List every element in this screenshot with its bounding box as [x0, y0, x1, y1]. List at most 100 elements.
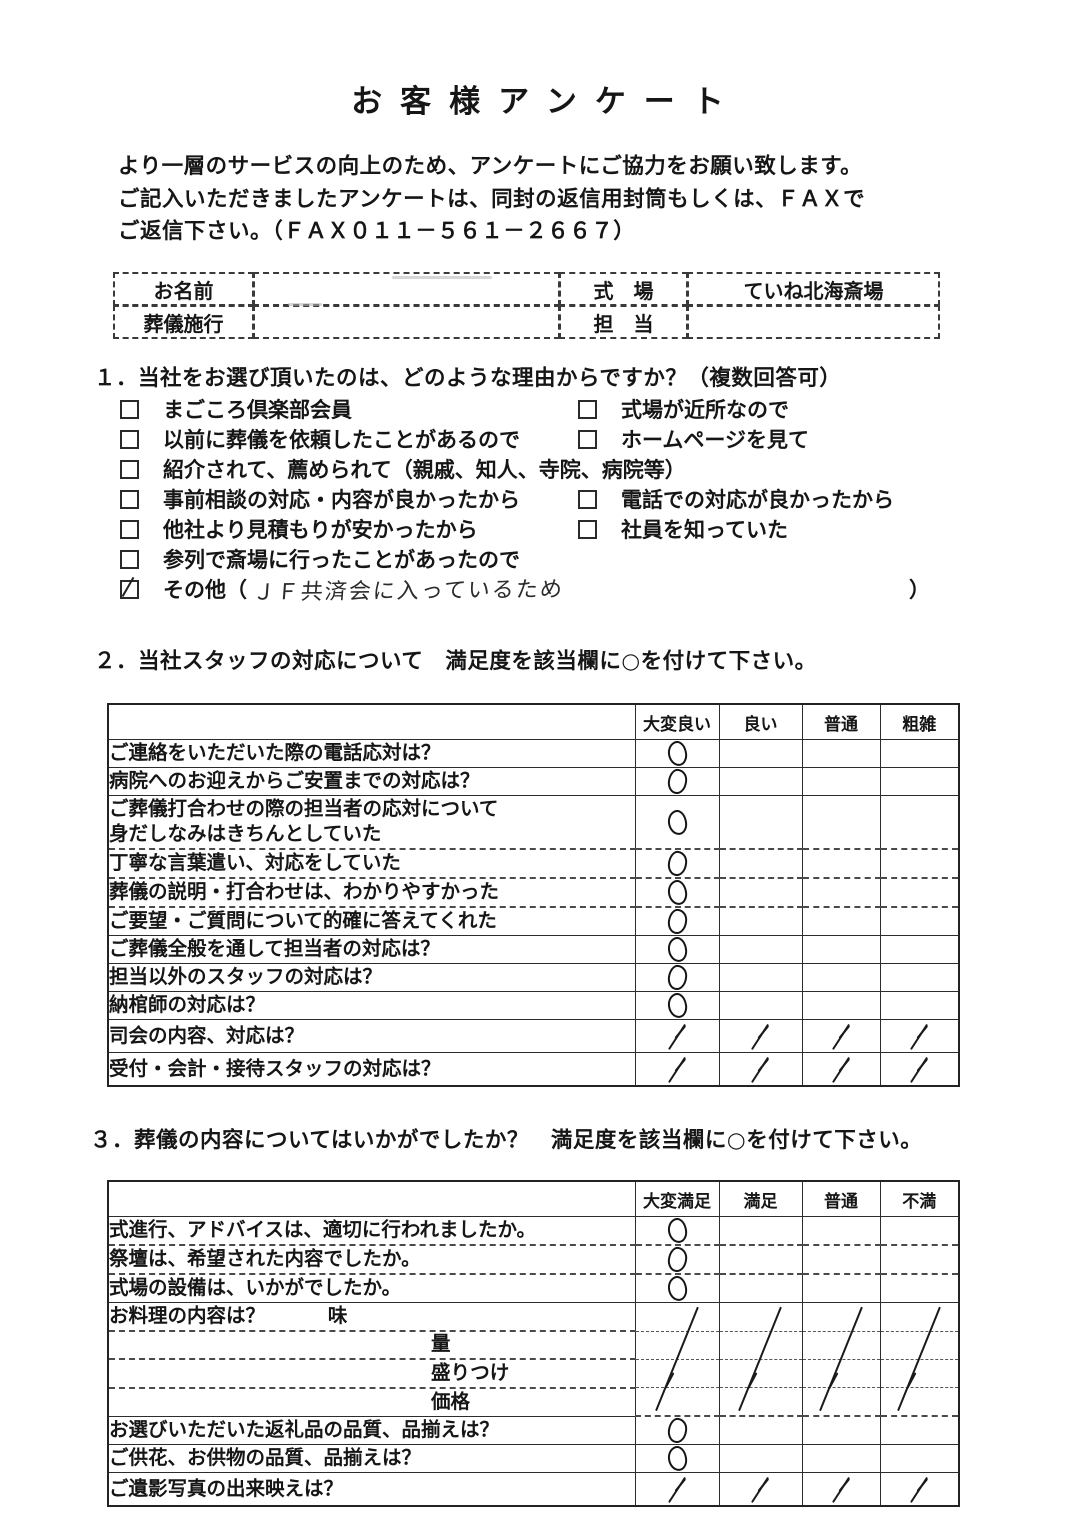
- checkbox-icon[interactable]: [120, 489, 139, 509]
- checkbox-checked-icon[interactable]: [120, 576, 139, 599]
- rating-cell[interactable]: [634, 848, 720, 880]
- rating-cell[interactable]: [634, 1052, 720, 1087]
- rating-cell[interactable]: [718, 848, 803, 880]
- q1-option-knew-employee[interactable]: 社員を知っていた: [578, 514, 788, 544]
- rating-cell[interactable]: [879, 767, 960, 797]
- rating-cell[interactable]: [879, 877, 960, 909]
- rating-cell[interactable]: [634, 1415, 720, 1446]
- rating-cell[interactable]: [718, 795, 803, 851]
- rating-cell[interactable]: [801, 1472, 881, 1507]
- rating-cell[interactable]: [634, 795, 720, 851]
- checkbox-icon[interactable]: [120, 459, 139, 479]
- rating-cell[interactable]: [801, 1273, 881, 1304]
- rating-cell[interactable]: [801, 1052, 881, 1087]
- rating-cell[interactable]: [801, 991, 881, 1021]
- rating-cell[interactable]: [634, 991, 720, 1021]
- rating-cell[interactable]: [801, 1244, 881, 1276]
- rating-cell[interactable]: [634, 739, 720, 769]
- rating-cell[interactable]: [634, 877, 720, 909]
- q1-option-referral[interactable]: 紹介されて、薦められて（親戚、知人、寺院、病院等）: [120, 454, 686, 484]
- rating-cell[interactable]: [879, 1052, 960, 1087]
- rating-cell[interactable]: [718, 1472, 803, 1507]
- q1-option-homepage[interactable]: ホームページを見て: [578, 424, 809, 454]
- rating-cell[interactable]: [879, 1415, 960, 1446]
- checkbox-icon[interactable]: [120, 519, 139, 539]
- rating-cell[interactable]: [718, 963, 803, 993]
- rating-cell[interactable]: [634, 1302, 720, 1418]
- table-row: お選びいただいた返礼品の品質、品揃えは？: [107, 1415, 960, 1446]
- q1-option-nearby-venue[interactable]: 式場が近所なので: [578, 394, 789, 424]
- rating-cell[interactable]: [718, 1415, 803, 1446]
- q1-option-magokoro[interactable]: まごころ倶楽部会員: [120, 394, 578, 424]
- rating-cell[interactable]: [634, 767, 720, 797]
- checkbox-icon[interactable]: [120, 429, 139, 449]
- rating-cell[interactable]: [879, 963, 960, 993]
- rating-cell[interactable]: [879, 795, 960, 851]
- rating-cell[interactable]: [879, 906, 960, 937]
- question-label: 丁寧な言葉遣い、対応をしていた: [107, 848, 636, 880]
- q1-option-cheaper-estimate[interactable]: 他社より見積もりが安かったから: [120, 514, 578, 544]
- rating-cell[interactable]: [801, 906, 881, 937]
- staff-field[interactable]: [687, 305, 940, 340]
- rating-cell[interactable]: [718, 877, 803, 909]
- checkbox-icon[interactable]: [120, 549, 139, 569]
- q1-option-attended-before[interactable]: 参列で斎場に行ったことがあったので: [120, 544, 520, 574]
- rating-cell[interactable]: [718, 1019, 803, 1054]
- rating-cell[interactable]: [879, 1472, 960, 1507]
- table-row-food: お料理の内容は？ 味: [107, 1302, 960, 1418]
- rating-cell[interactable]: [634, 906, 720, 937]
- rating-cell[interactable]: [879, 1244, 960, 1276]
- rating-cell[interactable]: [718, 767, 803, 797]
- rating-cell[interactable]: [801, 767, 881, 797]
- q1-option-other[interactable]: その他（ ＪＦ共済会に入っているため: [120, 573, 565, 606]
- checkbox-icon[interactable]: [120, 399, 139, 419]
- rating-cell[interactable]: [718, 1052, 803, 1087]
- rating-cell[interactable]: [801, 795, 881, 851]
- rating-cell[interactable]: [634, 935, 720, 965]
- rating-cell[interactable]: [879, 1444, 960, 1474]
- rating-cell[interactable]: [634, 1472, 720, 1507]
- rating-cell[interactable]: [718, 739, 803, 769]
- rating-cell[interactable]: [879, 935, 960, 965]
- rating-cell[interactable]: [801, 1415, 881, 1446]
- rating-cell[interactable]: [879, 739, 960, 769]
- checkbox-icon[interactable]: [578, 399, 597, 419]
- rating-cell[interactable]: [718, 1302, 803, 1418]
- rating-cell[interactable]: [879, 1019, 960, 1054]
- q1-option-consultation[interactable]: 事前相談の対応・内容が良かったから: [120, 484, 578, 514]
- rating-cell[interactable]: [718, 991, 803, 1021]
- rating-cell[interactable]: [879, 1273, 960, 1304]
- checkbox-icon[interactable]: [578, 519, 597, 539]
- rating-cell[interactable]: [801, 963, 881, 993]
- rating-cell[interactable]: [634, 963, 720, 993]
- rating-cell[interactable]: [718, 1216, 803, 1246]
- rating-cell[interactable]: [801, 848, 881, 880]
- rating-cell[interactable]: [718, 906, 803, 937]
- rating-cell[interactable]: [634, 1444, 720, 1474]
- rating-cell[interactable]: [801, 739, 881, 769]
- checkbox-icon[interactable]: [578, 489, 597, 509]
- rating-cell[interactable]: [879, 991, 960, 1021]
- rating-cell[interactable]: [634, 1244, 720, 1276]
- rating-cell[interactable]: [718, 1444, 803, 1474]
- rating-mark: [666, 849, 688, 878]
- rating-cell[interactable]: [801, 1019, 881, 1054]
- rating-cell[interactable]: [718, 1244, 803, 1276]
- rating-cell[interactable]: [801, 877, 881, 909]
- rating-cell[interactable]: [879, 1302, 960, 1418]
- rating-cell[interactable]: [718, 1273, 803, 1304]
- rating-cell[interactable]: [801, 1302, 881, 1418]
- rating-cell[interactable]: [634, 1216, 720, 1246]
- rating-cell[interactable]: [801, 1216, 881, 1246]
- rating-cell[interactable]: [801, 935, 881, 965]
- funeral-field[interactable]: [253, 305, 560, 340]
- rating-cell[interactable]: [879, 1216, 960, 1246]
- q1-option-phone-response[interactable]: 電話での対応が良かったから: [578, 484, 894, 514]
- rating-cell[interactable]: [718, 935, 803, 965]
- rating-cell[interactable]: [801, 1444, 881, 1474]
- rating-cell[interactable]: [879, 848, 960, 880]
- q1-option-previous-use[interactable]: 以前に葬儀を依頼したことがあるので: [120, 424, 578, 454]
- rating-cell[interactable]: [634, 1273, 720, 1304]
- checkbox-icon[interactable]: [578, 429, 597, 449]
- rating-cell[interactable]: [634, 1019, 720, 1054]
